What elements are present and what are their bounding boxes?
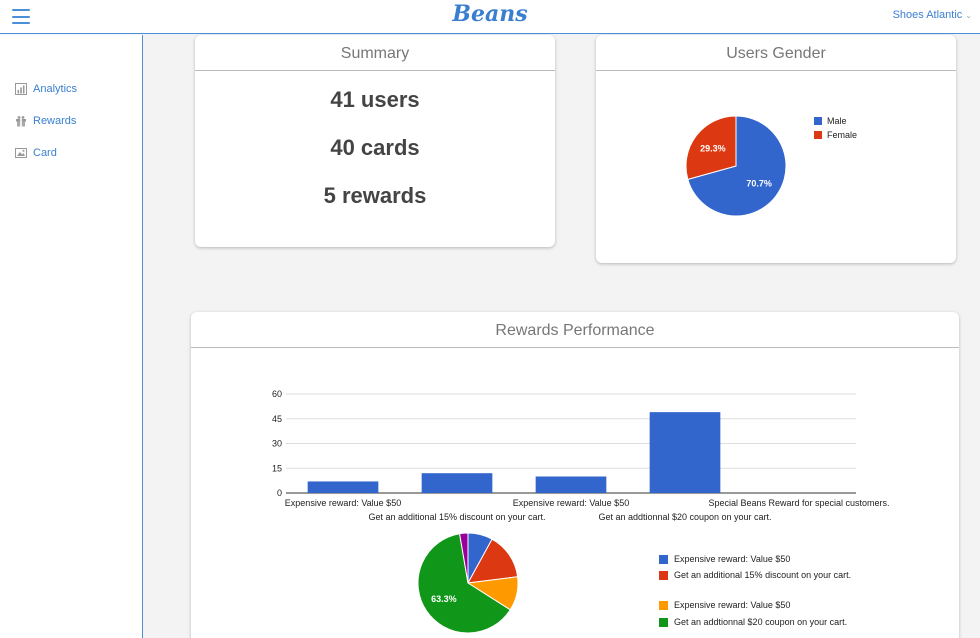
- y-tick-label: 30: [272, 439, 282, 449]
- gender-pie-chart: 70.7% 29.3% Male Female: [685, 115, 857, 217]
- x-tick-label: Special Beans Reward for special custome…: [708, 498, 889, 508]
- legend-swatch: [659, 601, 668, 610]
- rewards-slice-3[interactable]: [417, 533, 511, 634]
- legend-label: Expensive reward: Value $50: [674, 554, 791, 564]
- sidebar-item-label: Rewards: [33, 115, 77, 127]
- sidebar-item-card[interactable]: Card: [15, 145, 57, 161]
- menu-icon[interactable]: [12, 9, 30, 24]
- legend-label: Expensive reward: Value $50: [674, 600, 791, 610]
- cards-count: 40 cards: [330, 135, 420, 160]
- x-tick-label: Expensive reward: Value $50: [285, 498, 401, 508]
- y-tick-label: 60: [272, 389, 282, 399]
- x-tick-label: Get an additional 15% discount on your c…: [368, 512, 545, 522]
- bar[interactable]: [421, 473, 493, 493]
- y-tick-label: 45: [272, 414, 282, 424]
- gift-icon: [16, 116, 26, 127]
- gender-slice-0[interactable]: [687, 115, 787, 217]
- rewards-bar-chart: 0 15 30 45 60 Expensive reward: Value $50 Get …: [272, 389, 890, 522]
- sidebar-item-label: Analytics: [33, 83, 78, 95]
- gender-slice-1[interactable]: [685, 115, 737, 180]
- summary-title: Summary: [195, 35, 555, 71]
- top-bar: Beans Shoes Atlantic ⌄: [0, 0, 980, 34]
- app-logo: Beans: [452, 1, 528, 27]
- users-count: 41 users: [330, 87, 420, 112]
- bar-chart-icon: [15, 83, 27, 95]
- x-tick-label: Get an addtionnal $20 coupon on your car…: [598, 512, 771, 522]
- card-image-icon: [15, 148, 27, 158]
- rewards-slice-4[interactable]: [458, 532, 469, 584]
- bar[interactable]: [535, 476, 607, 494]
- legend-swatch: [659, 618, 668, 627]
- account-name: Shoes Atlantic: [892, 9, 963, 21]
- rewards-count: 5 rewards: [323, 183, 427, 208]
- gender-title: Users Gender: [596, 35, 956, 71]
- bar[interactable]: [649, 412, 721, 493]
- gender-slice-label: 70.7%: [746, 179, 772, 189]
- legend-swatch: [659, 571, 668, 580]
- sidebar: Analytics Rewards Card: [0, 35, 143, 638]
- summary-card: Summary 41 users 40 cards 5 rewards: [195, 35, 555, 247]
- y-tick-label: 15: [272, 463, 282, 473]
- x-tick-label: Expensive reward: Value $50: [513, 498, 629, 508]
- legend-label: Male: [827, 116, 847, 126]
- legend-label: Get an addtionnal $20 coupon on your car…: [674, 617, 848, 627]
- legend-swatch: [814, 131, 822, 139]
- chevron-down-icon: ⌄: [965, 11, 972, 20]
- legend-item[interactable]: Expensive reward: Value $50: [659, 554, 859, 564]
- account-menu[interactable]: Shoes Atlantic ⌄: [893, 9, 972, 21]
- rewards-slice-label: 63.3%: [431, 594, 457, 604]
- legend-swatch: [659, 555, 668, 564]
- bar[interactable]: [307, 481, 379, 493]
- legend-label: Female: [827, 130, 857, 140]
- rewards-pie-chart: 63.3%: [417, 532, 519, 634]
- gender-slice-label: 29.3%: [700, 143, 726, 153]
- legend-item[interactable]: Get an addtionnal $20 coupon on your car…: [659, 617, 859, 627]
- legend-item[interactable]: Get an additional 15% discount on your c…: [659, 570, 859, 580]
- rewards-card: Rewards Performance 0 15 30 45 60 Expensive r…: [191, 312, 959, 638]
- sidebar-item-rewards[interactable]: Rewards: [15, 113, 76, 129]
- y-tick-label: 0: [277, 488, 282, 498]
- sidebar-item-analytics[interactable]: Analytics: [15, 81, 77, 97]
- rewards-title: Rewards Performance: [191, 312, 959, 348]
- legend-label: Get an additional 15% discount on your c…: [674, 570, 852, 580]
- legend-item[interactable]: Expensive reward: Value $50: [659, 600, 859, 610]
- legend-swatch: [814, 117, 822, 125]
- sidebar-item-label: Card: [33, 147, 57, 159]
- gender-card: Users Gender 70.7% 29.3% Male Female: [596, 35, 956, 263]
